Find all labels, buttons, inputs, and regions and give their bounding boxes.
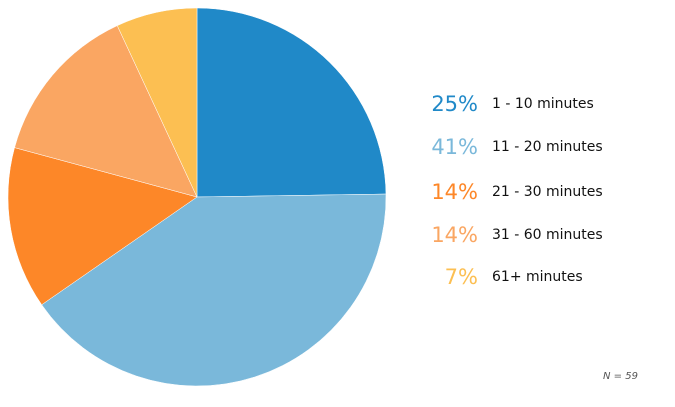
legend-label: 11 - 20 minutes	[492, 139, 603, 155]
pie-slice-1-10-minutes	[196, 7, 387, 198]
sample-size-note: N = 59	[603, 371, 638, 382]
pie-slice-31-60-minutes	[14, 25, 198, 198]
legend-label: 31 - 60 minutes	[492, 227, 603, 243]
legend-label: 1 - 10 minutes	[492, 96, 594, 112]
pie-slice-21-30-minutes	[7, 147, 198, 306]
legend-percent: 41%	[431, 134, 478, 159]
legend-label: 61+ minutes	[492, 269, 583, 285]
legend-item-21-30-minutes: 14% 21 - 30 minutes	[410, 177, 603, 207]
pie-slice-11-20-minutes	[41, 193, 387, 387]
legend-item-1-10-minutes: 25% 1 - 10 minutes	[410, 89, 594, 119]
legend-label: 21 - 30 minutes	[492, 184, 603, 200]
legend-percent: 14%	[431, 179, 478, 204]
legend-percent: 14%	[431, 222, 478, 247]
legend-percent: 7%	[444, 264, 478, 289]
legend-item-61-plus-minutes: 7% 61+ minutes	[410, 262, 583, 292]
legend-percent: 25%	[431, 91, 478, 116]
legend-item-31-60-minutes: 14% 31 - 60 minutes	[410, 220, 603, 250]
legend-item-11-20-minutes: 41% 11 - 20 minutes	[410, 132, 603, 162]
pie-slice-61-minutes	[116, 7, 198, 198]
